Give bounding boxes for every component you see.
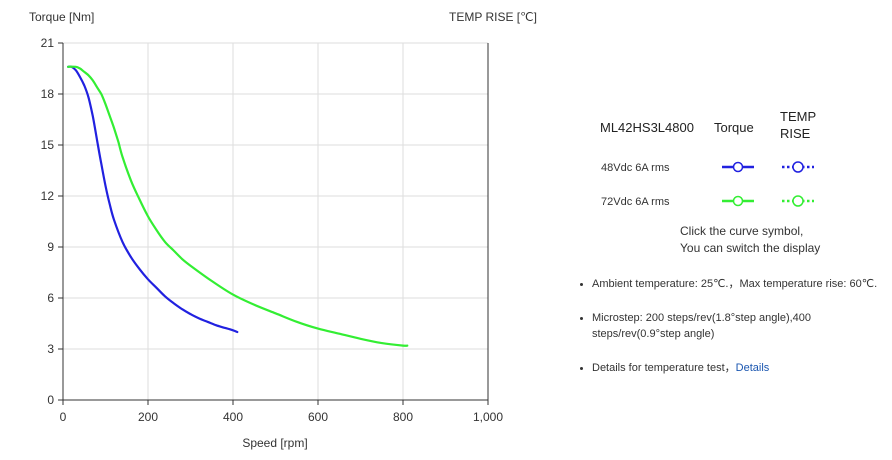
- hint-line-1: Click the curve symbol,: [680, 224, 804, 238]
- legend-row-label: 48Vdc 6A rms: [601, 162, 670, 174]
- legend-torque-header: Torque: [714, 120, 754, 135]
- y-tick-label: 18: [41, 87, 55, 101]
- x-tick-label: 0: [60, 410, 67, 424]
- series-line-72vdc: [67, 65, 409, 347]
- note-microstep: Microstep: 200 steps/rev(1.8°step angle)…: [578, 310, 878, 342]
- y-tick-label: 9: [47, 240, 54, 254]
- legend-header: ML42HS3L4800 Torque TEMP RISE: [590, 100, 850, 150]
- y-axis-left-label: Torque [Nm]: [29, 10, 94, 24]
- details-link[interactable]: Details: [735, 362, 770, 374]
- x-tick-label: 800: [393, 410, 413, 424]
- notes-list: Ambient temperature: 25℃.，Max temperatur…: [578, 276, 878, 394]
- temp-rise-72vdc-toggle-icon[interactable]: [780, 190, 816, 212]
- axes: 0 3 6 9 12 15 18 21 0 200 400 600 800 1,000: [41, 36, 504, 424]
- x-tick-label: 600: [308, 410, 328, 424]
- series-lines: [67, 65, 409, 347]
- y-axis-right-label: TEMP RISE [℃]: [449, 10, 537, 24]
- note-ambient-temperature: Ambient temperature: 25℃.，Max temperatur…: [578, 276, 878, 292]
- y-tick-label: 0: [47, 393, 54, 407]
- note-details-text: Details for temperature test，: [592, 362, 736, 374]
- x-tick-label: 200: [138, 410, 158, 424]
- torque-72vdc-toggle-icon[interactable]: [720, 190, 756, 212]
- legend-row-label: 72Vdc 6A rms: [601, 196, 670, 208]
- x-tick-label: 1,000: [473, 410, 503, 424]
- legend-row-72vdc: 72Vdc 6A rms: [590, 184, 850, 218]
- legend-row-48vdc: 48Vdc 6A rms: [590, 150, 850, 184]
- torque-48vdc-toggle-icon[interactable]: [720, 156, 756, 178]
- x-tick-label: 400: [223, 410, 243, 424]
- temp-rise-48vdc-toggle-icon[interactable]: [780, 156, 816, 178]
- legend-model-name: ML42HS3L4800: [600, 120, 694, 135]
- hint-line-2: You can switch the display: [680, 241, 821, 255]
- y-tick-label: 6: [47, 291, 54, 305]
- note-temperature-test: Details for temperature test，Details: [578, 360, 878, 376]
- series-line-48vdc: [67, 65, 239, 334]
- y-tick-label: 3: [47, 342, 54, 356]
- grid-lines: [63, 42, 488, 400]
- legend-hint: Click the curve symbol, You can switch t…: [680, 223, 820, 257]
- y-tick-label: 12: [41, 189, 55, 203]
- chart-legend: ML42HS3L4800 Torque TEMP RISE 48Vdc 6A r…: [590, 100, 850, 218]
- y-tick-label: 21: [41, 36, 55, 50]
- y-tick-label: 15: [41, 138, 55, 152]
- x-axis-label: Speed [rpm]: [242, 436, 307, 450]
- legend-temp-rise-header: TEMP RISE: [780, 109, 816, 141]
